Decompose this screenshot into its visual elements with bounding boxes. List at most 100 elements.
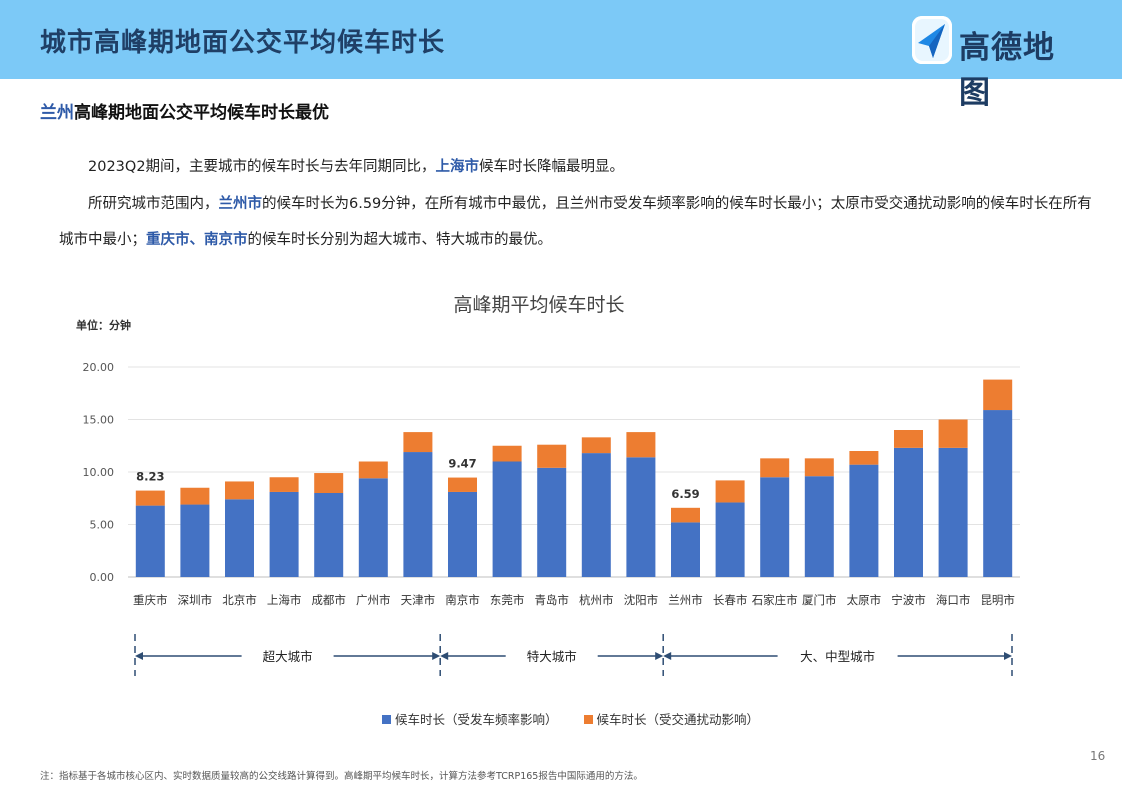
paragraph-text: 2023Q2期间，主要城市的候车时长与去年同期同比， [88, 159, 436, 175]
legend-item-frequency: 候车时长（受发车频率影响） [382, 709, 558, 728]
x-tick-label: 深圳市 [178, 593, 213, 607]
bar-segment-disturbance [135, 490, 165, 506]
x-tick-label: 上海市 [267, 593, 302, 607]
bar-segment-frequency [358, 478, 388, 577]
page-title: 城市高峰期地面公交平均候车时长 [40, 28, 446, 58]
y-tick-label: 10.00 [83, 466, 115, 479]
bar-segment-disturbance [715, 480, 745, 503]
bar-segment-disturbance [894, 430, 923, 448]
bar-segment-frequency [581, 453, 611, 577]
chart-legend: 候车时长（受发车频率影响） 候车时长（受交通扰动影响） [382, 709, 781, 728]
bar-segment-disturbance [760, 458, 790, 478]
paragraph-highlight: 重庆市、南京市 [146, 232, 248, 248]
navigation-arrow-icon [912, 16, 952, 64]
group-arrowhead [440, 652, 449, 660]
bar-segment-disturbance [626, 432, 656, 458]
y-tick-label: 0.00 [90, 571, 115, 584]
bar-segment-disturbance [671, 507, 700, 523]
x-tick-label: 杭州市 [579, 593, 614, 607]
group-arrowhead [663, 652, 672, 660]
x-tick-label: 长春市 [713, 593, 748, 607]
bar-segment-frequency [269, 491, 299, 577]
x-tick-label: 太原市 [847, 593, 882, 607]
x-tick-label: 东莞市 [490, 593, 525, 607]
bar-segment-disturbance [849, 451, 879, 465]
bar-segment-disturbance [804, 458, 834, 477]
bar-segment-disturbance [180, 487, 210, 505]
bar-segment-disturbance [938, 419, 968, 448]
group-arrowhead [655, 652, 664, 660]
paragraph-highlight: 兰州市 [218, 196, 263, 212]
group-label: 大、中型城市 [800, 649, 875, 664]
group-arrowhead [432, 652, 441, 660]
paragraph-text: 所研究城市范围内， [88, 196, 219, 212]
x-tick-label: 青岛市 [534, 593, 569, 607]
x-tick-label: 广州市 [356, 593, 391, 607]
bar-segment-frequency [760, 477, 790, 577]
unit-label: 单位：分钟 [76, 319, 131, 332]
x-tick-label: 昆明市 [980, 593, 1015, 607]
bar-segment-disturbance [448, 477, 477, 492]
data-label: 9.47 [448, 457, 476, 471]
legend-label: 候车时长（受发车频率影响） [395, 712, 558, 727]
x-tick-label: 成都市 [311, 593, 346, 607]
bar-segment-disturbance [581, 437, 611, 454]
page-number: 16 [1090, 749, 1106, 763]
x-tick-label: 兰州市 [668, 593, 703, 607]
chart-title: 高峰期平均候车时长 [453, 294, 625, 316]
bar-segment-frequency [135, 505, 165, 577]
logo: 高德地图 [912, 16, 1082, 111]
paragraph-text: 候车时长降幅最明显。 [479, 159, 625, 175]
bar-segment-disturbance [403, 432, 433, 453]
bar-segment-disturbance [358, 461, 388, 479]
bar-segment-frequency [626, 457, 656, 577]
legend-label: 候车时长（受交通扰动影响） [596, 712, 760, 727]
paragraph-2: 所研究城市范围内，兰州市的候车时长为6.59分钟，在所有城市中最优，且兰州市受发… [88, 194, 1092, 214]
bar-segment-frequency [671, 522, 700, 577]
x-tick-label: 沈阳市 [624, 593, 659, 607]
header-bar: 城市高峰期地面公交平均候车时长 高德地图 [0, 0, 1122, 111]
x-tick-label: 重庆市 [133, 593, 168, 607]
x-tick-label: 厦门市 [802, 593, 837, 607]
bar-segment-frequency [180, 504, 210, 577]
bar-segment-frequency [448, 491, 477, 577]
data-label: 6.59 [671, 487, 699, 501]
bar-segment-frequency [938, 447, 968, 577]
bar-segment-frequency [983, 410, 1013, 577]
bar-segment-disturbance [269, 477, 299, 492]
bar-segment-disturbance [537, 444, 567, 468]
legend-item-disturbance: 候车时长（受交通扰动影响） [583, 709, 760, 728]
section-subtitle: 兰州高峰期地面公交平均候车时长最优 [40, 98, 329, 123]
bar-segment-frequency [715, 502, 745, 577]
x-tick-label: 石家庄市 [752, 593, 798, 607]
paragraph-1: 2023Q2期间，主要城市的候车时长与去年同期同比，上海市候车时长降幅最明显。 [88, 157, 624, 177]
x-tick-label: 宁波市 [891, 593, 926, 607]
x-tick-label: 海口市 [936, 593, 971, 607]
group-label: 超大城市 [263, 649, 313, 664]
bar-segment-frequency [314, 493, 344, 577]
group-arrowhead [1004, 652, 1012, 660]
bar-segment-frequency [849, 464, 879, 577]
paragraph-highlight: 上海市 [435, 159, 480, 175]
legend-swatch [382, 715, 391, 724]
bar-segment-frequency [804, 476, 834, 577]
bar-segment-disturbance [492, 445, 522, 462]
stacked-bar-chart: 0.00 5.00 10.00 15.00 20.00 重庆市 深圳市 北京市 上海市 成都市 广州… [83, 361, 1020, 676]
bar-segment-frequency [403, 452, 433, 577]
legend-swatch [583, 715, 593, 724]
paragraph-text: 城市中最小； [59, 232, 146, 248]
paragraph-text: 的候车时长为6.59分钟，在所有城市中最优，且兰州市受发车频率影响的候车时长最小… [262, 196, 1092, 212]
footnote: 注：指标基于各城市核心区内、实时数据质量较高的公交线路计算得到。高峰期平均候车时… [40, 771, 643, 782]
paragraph-3: 城市中最小；重庆市、南京市的候车时长分别为超大城市、特大城市的最优。 [59, 230, 552, 250]
x-tick-label: 北京市 [222, 593, 257, 607]
subtitle-highlight: 兰州 [40, 103, 74, 123]
y-tick-label: 5.00 [90, 519, 115, 532]
x-tick-label: 南京市 [445, 593, 480, 607]
data-label: 8.23 [136, 470, 164, 484]
subtitle-text: 高峰期地面公交平均候车时长最优 [74, 103, 329, 123]
bar-segment-frequency [492, 461, 522, 577]
y-tick-label: 20.00 [83, 361, 115, 374]
bar-segment-frequency [537, 467, 567, 577]
bar-segment-disturbance [314, 473, 344, 493]
bar-segment-frequency [225, 499, 254, 577]
